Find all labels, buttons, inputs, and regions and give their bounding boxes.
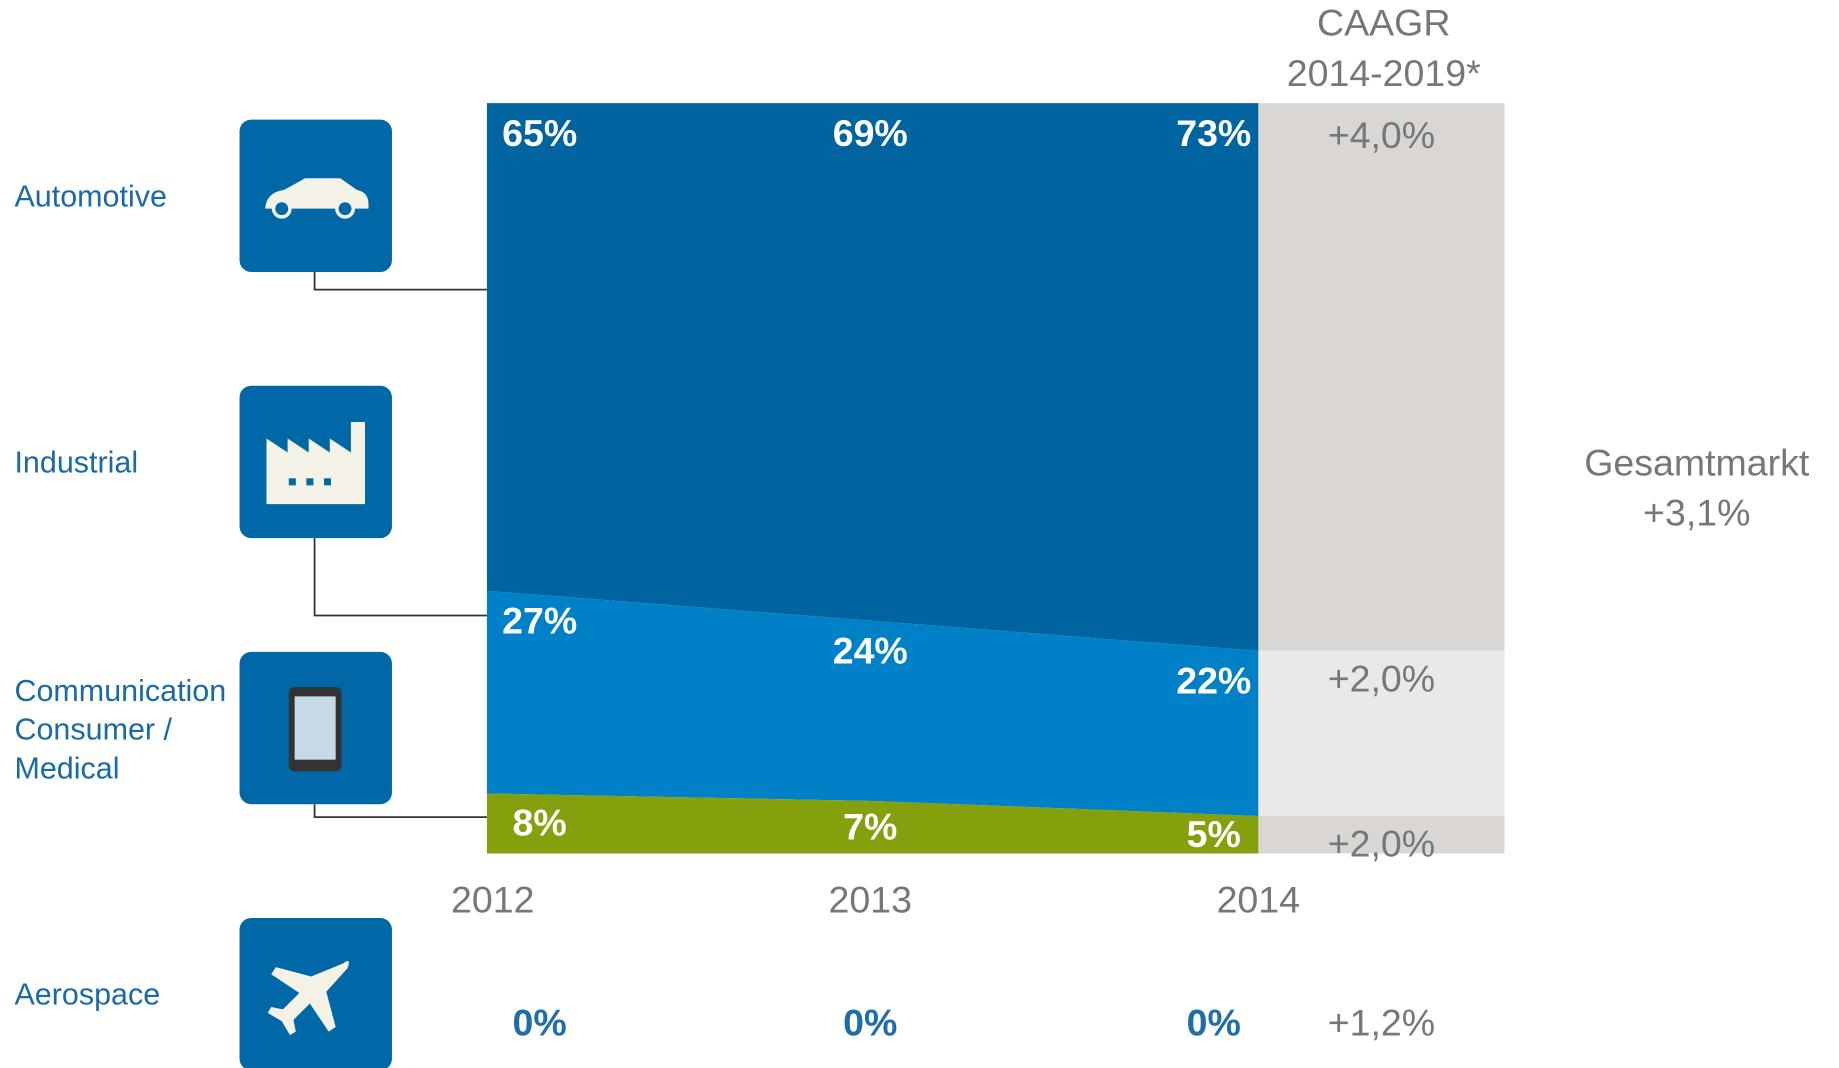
chart-subtitle: 2014-2019*: [1287, 52, 1481, 94]
value-label: 7%: [843, 805, 897, 847]
x-tick-label: 2013: [829, 879, 912, 921]
total-caagr: +3,1%: [1643, 492, 1750, 534]
value-label: 24%: [833, 630, 908, 672]
caagr-label: +4,0%: [1328, 114, 1435, 156]
connector: [313, 804, 487, 818]
row-label: Industrial: [14, 444, 139, 480]
total-label: Gesamtmarkt: [1584, 441, 1810, 483]
phone-screen: [294, 696, 336, 760]
row-label: Automotive: [14, 178, 167, 214]
value-label: 8%: [513, 802, 567, 844]
row-label-wrap: Communication Consumer / Medical: [14, 672, 227, 786]
x-tick-label: 2014: [1217, 879, 1300, 921]
caagr-band: [1258, 103, 1505, 651]
value-label: 65%: [502, 112, 577, 154]
value-label: 73%: [1176, 112, 1251, 154]
value-label: 69%: [833, 112, 908, 154]
x-tick-label: 2012: [451, 879, 534, 921]
row-label-wrap: Aerospace: [14, 976, 161, 1012]
caagr-label: +2,0%: [1328, 657, 1435, 699]
value-label: 0%: [843, 1002, 897, 1044]
chart-title: CAAGR: [1317, 2, 1450, 44]
caagr-label: +2,0%: [1328, 822, 1435, 864]
value-label: 5%: [1187, 813, 1241, 855]
value-label: 0%: [1187, 1002, 1241, 1044]
icons: [239, 119, 392, 1068]
wheel: [271, 198, 292, 219]
wheel: [335, 198, 356, 219]
value-label: 27%: [502, 600, 577, 642]
connector: [313, 538, 487, 617]
row-label-wrap: Industrial: [14, 444, 139, 480]
connector: [313, 271, 487, 291]
row-label: Aerospace: [14, 976, 161, 1012]
connectors: [313, 271, 487, 818]
caagr-label: +1,2%: [1328, 1002, 1435, 1044]
caagr-band: [1258, 815, 1505, 854]
row-label: Communication Consumer / Medical: [14, 672, 227, 786]
value-label: 22%: [1176, 660, 1251, 702]
area: [486, 590, 1259, 816]
area: [486, 103, 1259, 651]
caagr-band: [1258, 650, 1505, 816]
row-label-wrap: Automotive: [14, 178, 167, 214]
plane-icon: [267, 961, 349, 1036]
area: [486, 793, 1259, 854]
value-label: 0%: [513, 1002, 567, 1044]
